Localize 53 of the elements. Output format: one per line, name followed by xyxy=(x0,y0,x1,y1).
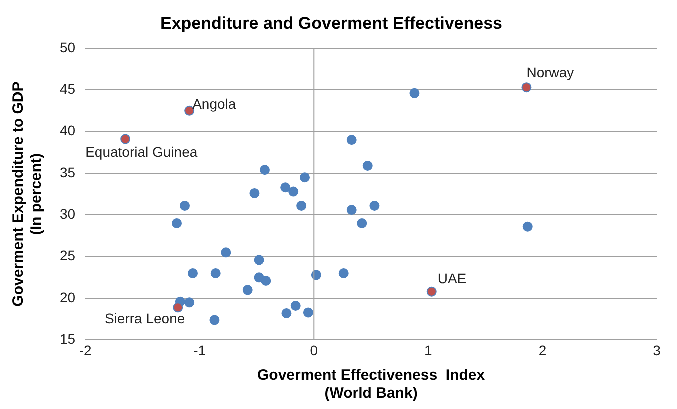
x-tick-label: -1 xyxy=(194,342,206,358)
point xyxy=(260,165,270,176)
point xyxy=(288,186,299,197)
y-tick-label: 20 xyxy=(60,289,76,306)
point xyxy=(254,255,264,266)
point xyxy=(250,188,260,198)
point xyxy=(180,200,190,211)
point xyxy=(522,222,533,232)
point xyxy=(300,172,310,183)
point xyxy=(346,205,357,216)
point xyxy=(522,82,532,93)
point xyxy=(357,218,368,228)
point xyxy=(362,160,373,171)
point xyxy=(172,218,182,228)
point xyxy=(188,268,198,279)
point xyxy=(296,200,307,211)
y-tick-label: 25 xyxy=(60,248,76,264)
y-tick-label: 50 xyxy=(60,39,76,56)
x-tick-label: -2 xyxy=(79,342,92,358)
point xyxy=(280,182,291,193)
point xyxy=(184,298,195,308)
point xyxy=(338,268,349,279)
point xyxy=(426,286,437,297)
point xyxy=(346,135,357,146)
point xyxy=(290,301,301,312)
y-tick-label: 30 xyxy=(60,206,76,222)
x-tick-label: 3 xyxy=(653,342,662,358)
annotation: Sierra Leone xyxy=(104,310,186,327)
y-tick-label: 35 xyxy=(60,164,76,180)
point xyxy=(261,276,272,286)
x-axis-title: Goverment Effectiveness Index (World Bank) xyxy=(257,367,486,402)
chart-title: Expenditure and Goverment Effectiveness xyxy=(160,14,502,33)
point xyxy=(303,308,314,318)
y-axis-title: Goverment Expenditure to GDP (In percent) xyxy=(10,82,46,307)
point xyxy=(173,302,184,313)
point xyxy=(120,134,131,144)
point xyxy=(221,248,232,258)
point xyxy=(370,200,380,211)
point xyxy=(210,315,220,326)
annotation: Equatorial Guinea xyxy=(86,144,198,160)
point xyxy=(410,88,420,98)
x-tick-label: 1 xyxy=(424,342,433,358)
x-tick-label: 2 xyxy=(538,342,547,358)
x-tick-label: 0 xyxy=(310,342,318,358)
annotation: Angola xyxy=(192,96,236,112)
annotation: Norway xyxy=(526,64,574,80)
y-tick-label: 45 xyxy=(60,80,76,97)
point xyxy=(210,268,221,279)
y-tick-label: 15 xyxy=(60,331,76,348)
point xyxy=(242,285,253,296)
annotation: UAE xyxy=(438,270,467,287)
y-tick-label: 40 xyxy=(60,122,76,139)
point xyxy=(282,308,292,319)
